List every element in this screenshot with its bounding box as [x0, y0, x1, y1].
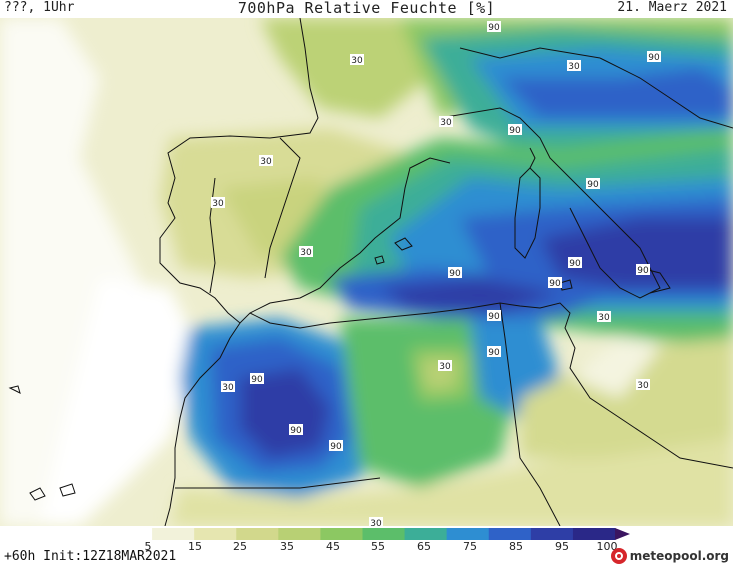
coastlines: [159, 18, 733, 526]
logo-icon: [610, 548, 627, 564]
contour-label: 90: [568, 257, 582, 269]
colorbar-tick: 85: [509, 540, 523, 553]
colorbar-segment: [488, 528, 532, 540]
contour-label: 30: [567, 60, 581, 72]
svg-text:90: 90: [488, 348, 500, 358]
contour-label: 90: [647, 51, 661, 63]
colorbar-tick: 55: [371, 540, 385, 553]
colorbar-tick: 35: [280, 540, 294, 553]
contour-label: 30: [439, 116, 453, 128]
contour-label: 90: [636, 264, 650, 276]
contour-label: 90: [487, 310, 501, 322]
contour-label: 30: [211, 197, 225, 209]
contour-label: 30: [259, 155, 273, 167]
svg-text:90: 90: [251, 375, 263, 385]
svg-text:30: 30: [370, 519, 382, 526]
contour-label: 90: [548, 277, 562, 289]
islands: [8, 237, 573, 501]
contour-label: 90: [250, 373, 264, 385]
svg-text:90: 90: [549, 279, 561, 289]
svg-text:30: 30: [637, 381, 649, 391]
meteopool-logo: meteopool.org: [610, 546, 729, 566]
contour-label: 90: [586, 178, 600, 190]
contour-label: 90: [487, 346, 501, 358]
svg-text:30: 30: [300, 248, 312, 258]
svg-text:30: 30: [260, 157, 272, 167]
svg-text:90: 90: [587, 180, 599, 190]
map-title: 700hPa Relative Feuchte [%]: [237, 0, 496, 17]
humidity-field: [0, 18, 733, 526]
svg-text:90: 90: [290, 426, 302, 436]
run-info: +60h Init:12Z18MAR2021: [4, 549, 177, 564]
svg-text:90: 90: [569, 259, 581, 269]
svg-text:90: 90: [488, 312, 500, 322]
valid-time-label: ???, 1Uhr: [4, 0, 75, 15]
contour-label: 90: [329, 440, 343, 452]
contour-label: 90: [508, 124, 522, 136]
contour-label: 30: [350, 54, 364, 66]
svg-text:30: 30: [212, 199, 224, 209]
colorbar-arrow: [615, 528, 630, 540]
date-label: 21. Maerz 2021: [617, 0, 727, 15]
colorbar-tick: 65: [417, 540, 431, 553]
colorbar-tick: 25: [233, 540, 247, 553]
svg-text:30: 30: [440, 118, 452, 128]
colorbar-segment: [572, 528, 616, 540]
contour-label: 90: [448, 267, 462, 279]
contour-label: 30: [636, 379, 650, 391]
colorbar-segment: [152, 528, 195, 540]
contour-label: 30: [369, 517, 383, 526]
svg-text:90: 90: [330, 442, 342, 452]
colorbar-segment: [362, 528, 406, 540]
svg-text:30: 30: [568, 62, 580, 72]
colorbar-segment: [320, 528, 363, 540]
colorbar-segment: [110, 528, 153, 540]
colorbar-tick: 5: [144, 540, 152, 553]
colorbar-segment: [236, 528, 279, 540]
colorbar-tick: 15: [188, 540, 202, 553]
svg-text:90: 90: [509, 126, 521, 136]
contour-label: 30: [597, 311, 611, 323]
contour-label: 30: [299, 246, 313, 258]
contour-label: 30: [438, 360, 452, 372]
svg-text:30: 30: [439, 362, 451, 372]
svg-text:90: 90: [488, 23, 500, 33]
contour-label: 30: [221, 381, 235, 393]
colorbar-segment: [194, 528, 237, 540]
humidity-map: 30 30 30 30 30 30 30 30 30 30 30 90 90 90 90 90 90 90 90 90…: [0, 18, 733, 526]
colorbar-segment: [278, 528, 321, 540]
svg-text:90: 90: [449, 269, 461, 279]
contour-label: 90: [289, 424, 303, 436]
logo-text: meteopool.org: [629, 549, 729, 563]
contour-label: 90: [487, 21, 501, 33]
colorbar-tick: 45: [326, 540, 340, 553]
svg-text:30: 30: [598, 313, 610, 323]
colorbar-segment: [404, 528, 448, 540]
svg-text:30: 30: [351, 56, 363, 66]
svg-text:90: 90: [648, 53, 660, 63]
colorbar-tick: 95: [555, 540, 569, 553]
colorbar: [110, 528, 630, 540]
header: ???, 1Uhr 700hPa Relative Feuchte [%] 21…: [0, 0, 733, 20]
svg-text:30: 30: [222, 383, 234, 393]
svg-text:90: 90: [637, 266, 649, 276]
colorbar-segment: [446, 528, 490, 540]
colorbar-segment: [530, 528, 574, 540]
colorbar-tick: 75: [463, 540, 477, 553]
contour-labels: 30 30 30 30 30 30 30 30 30 30 30 90 90 90 90 90 90 90 90 90…: [211, 21, 661, 526]
